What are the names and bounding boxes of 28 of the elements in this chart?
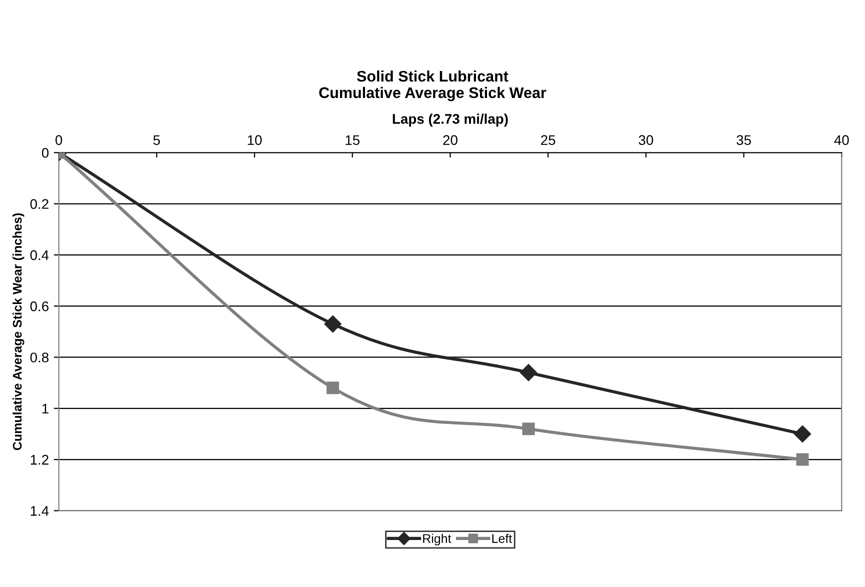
point [522, 422, 535, 436]
x-tick-label: 35 [736, 135, 751, 146]
x-axis-title: Laps (2.73 mi/lap) [392, 114, 508, 127]
y-tick-label: 0 [42, 148, 49, 158]
chart-title: Solid Stick Lubricant Cumulative Average Stick Wear [319, 70, 546, 102]
y-tick-label: 1 [42, 404, 48, 414]
x-tick-label: 10 [248, 135, 262, 146]
y-axis-title: Cumulative Average Stick Wear (inches) [12, 213, 24, 450]
point [520, 364, 538, 382]
legend-label: Left [492, 534, 512, 543]
legend-label: Right [423, 534, 452, 546]
y-tick-label: 1.2 [30, 454, 48, 465]
x-tick-label: 0 [56, 135, 62, 146]
point [794, 425, 812, 443]
y-tick-label: 0.8 [30, 352, 48, 362]
x-tick-label: 15 [346, 135, 360, 146]
x-tick-label: 25 [541, 135, 556, 146]
y-tick-label: 0.2 [30, 199, 48, 209]
point [326, 382, 340, 394]
y-tick-label: 1.4 [30, 506, 49, 516]
y-tick-label: 0.4 [30, 250, 49, 260]
point [324, 315, 342, 333]
point [796, 453, 809, 466]
x-tick-label: 40 [834, 135, 849, 146]
y-tick-label: 0.6 [30, 301, 48, 312]
x-tick-label: 20 [443, 135, 458, 146]
x-tick-label: 5 [153, 135, 160, 146]
x-tick-label: 30 [638, 135, 654, 146]
